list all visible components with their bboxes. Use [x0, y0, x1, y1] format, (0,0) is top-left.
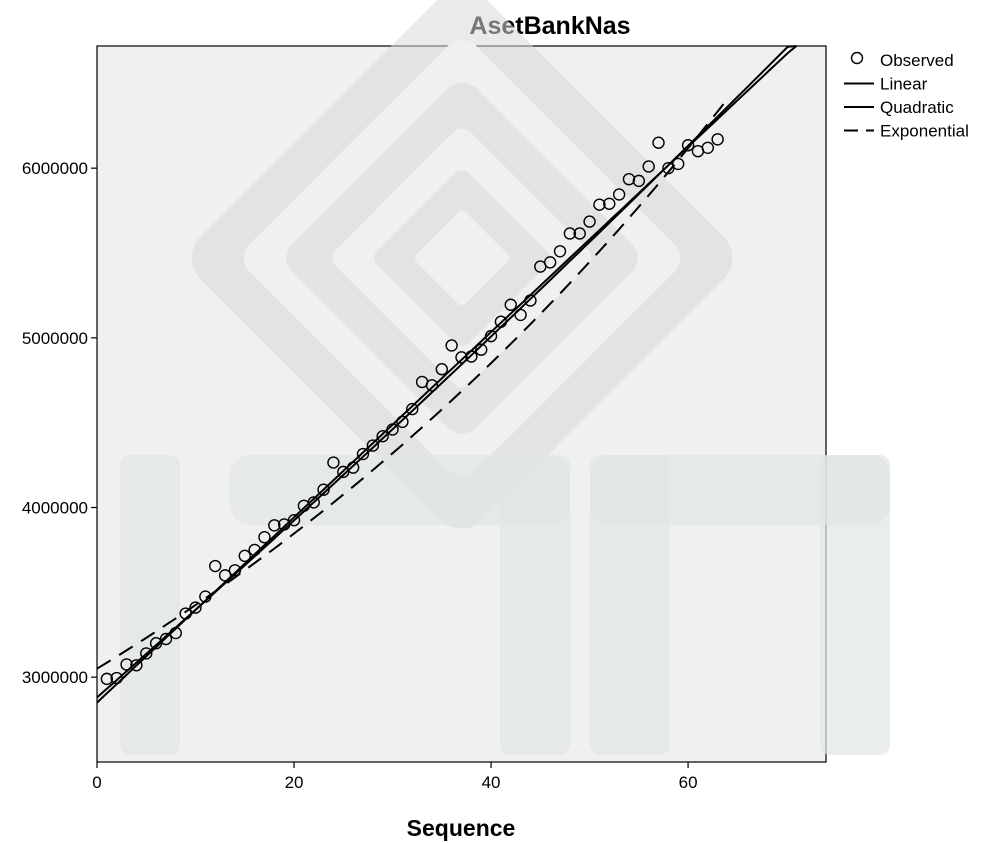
observed-point: [179, 607, 192, 620]
y-tick-label: 6000000: [22, 159, 88, 178]
legend-label-quadratic: Quadratic: [880, 98, 954, 117]
y-tick-label: 4000000: [22, 498, 88, 517]
observed-point: [317, 483, 330, 496]
legend-swatch-observed: [850, 51, 864, 65]
observed-point: [504, 298, 517, 311]
observed-point: [218, 569, 232, 582]
observed-point: [435, 363, 448, 376]
legend: Observed Linear Quadratic Exponential: [844, 51, 969, 141]
observed-point: [327, 456, 340, 469]
observed-point: [159, 632, 173, 646]
observed-point: [524, 294, 537, 307]
observed-point: [287, 514, 301, 527]
observed-point: [622, 172, 636, 186]
observed-point: [425, 379, 439, 392]
observed-point: [543, 256, 557, 269]
university-watermark: [120, 0, 890, 755]
observed-point: [465, 350, 478, 363]
fit-lines: [96, 45, 798, 704]
observed-point: [406, 402, 419, 416]
observed-point: [652, 136, 665, 149]
observed-point: [386, 423, 399, 436]
observed-point: [484, 329, 498, 343]
fit-line-exponential: [96, 98, 729, 670]
observed-point: [583, 215, 596, 228]
observed-point: [603, 197, 616, 210]
observed-point: [396, 415, 409, 429]
observed-point: [701, 141, 714, 155]
observed-point: [268, 519, 281, 532]
y-tick-label: 5000000: [22, 329, 88, 348]
observed-point: [642, 160, 655, 173]
observed-point: [494, 315, 508, 328]
observed-point: [307, 496, 320, 509]
observed-point: [366, 439, 380, 452]
observed-point: [189, 601, 202, 614]
observed-point: [209, 559, 222, 573]
axes: 0 20 40 60 3000000 4000000 5000000 6000000: [22, 159, 698, 792]
observed-point: [681, 139, 695, 152]
observed-point: [258, 530, 271, 544]
observed-point: [612, 188, 626, 201]
observed-point: [169, 626, 183, 640]
observed-point: [632, 174, 646, 188]
observed-points: [100, 133, 724, 686]
observed-point: [553, 245, 567, 258]
observed-point: [563, 227, 577, 240]
x-tick-label: 40: [482, 773, 501, 792]
observed-point: [573, 227, 586, 240]
x-tick-label: 20: [285, 773, 304, 792]
observed-point: [199, 590, 212, 603]
observed-point: [110, 671, 123, 685]
observed-point: [475, 343, 488, 356]
observed-point: [711, 133, 724, 146]
observed-point: [100, 672, 114, 686]
observed-point: [140, 647, 153, 660]
observed-point: [376, 430, 389, 443]
observed-point: [120, 658, 133, 671]
y-tick-label: 3000000: [22, 668, 88, 687]
observed-point: [130, 659, 143, 672]
observed-point: [346, 461, 360, 474]
legend-label-observed: Observed: [880, 51, 954, 70]
observed-point: [593, 198, 606, 211]
observed-point: [445, 339, 458, 352]
x-tick-label: 60: [679, 773, 698, 792]
x-axis-label: Sequence: [407, 815, 516, 841]
observed-point: [455, 351, 468, 364]
x-tick-label: 0: [92, 773, 101, 792]
observed-point: [356, 447, 370, 461]
observed-point: [248, 543, 261, 557]
legend-label-exponential: Exponential: [880, 122, 969, 141]
legend-label-linear: Linear: [880, 75, 928, 94]
observed-point: [672, 157, 685, 171]
observed-point: [514, 308, 527, 322]
observed-point: [228, 564, 242, 577]
observed-point: [238, 549, 251, 563]
